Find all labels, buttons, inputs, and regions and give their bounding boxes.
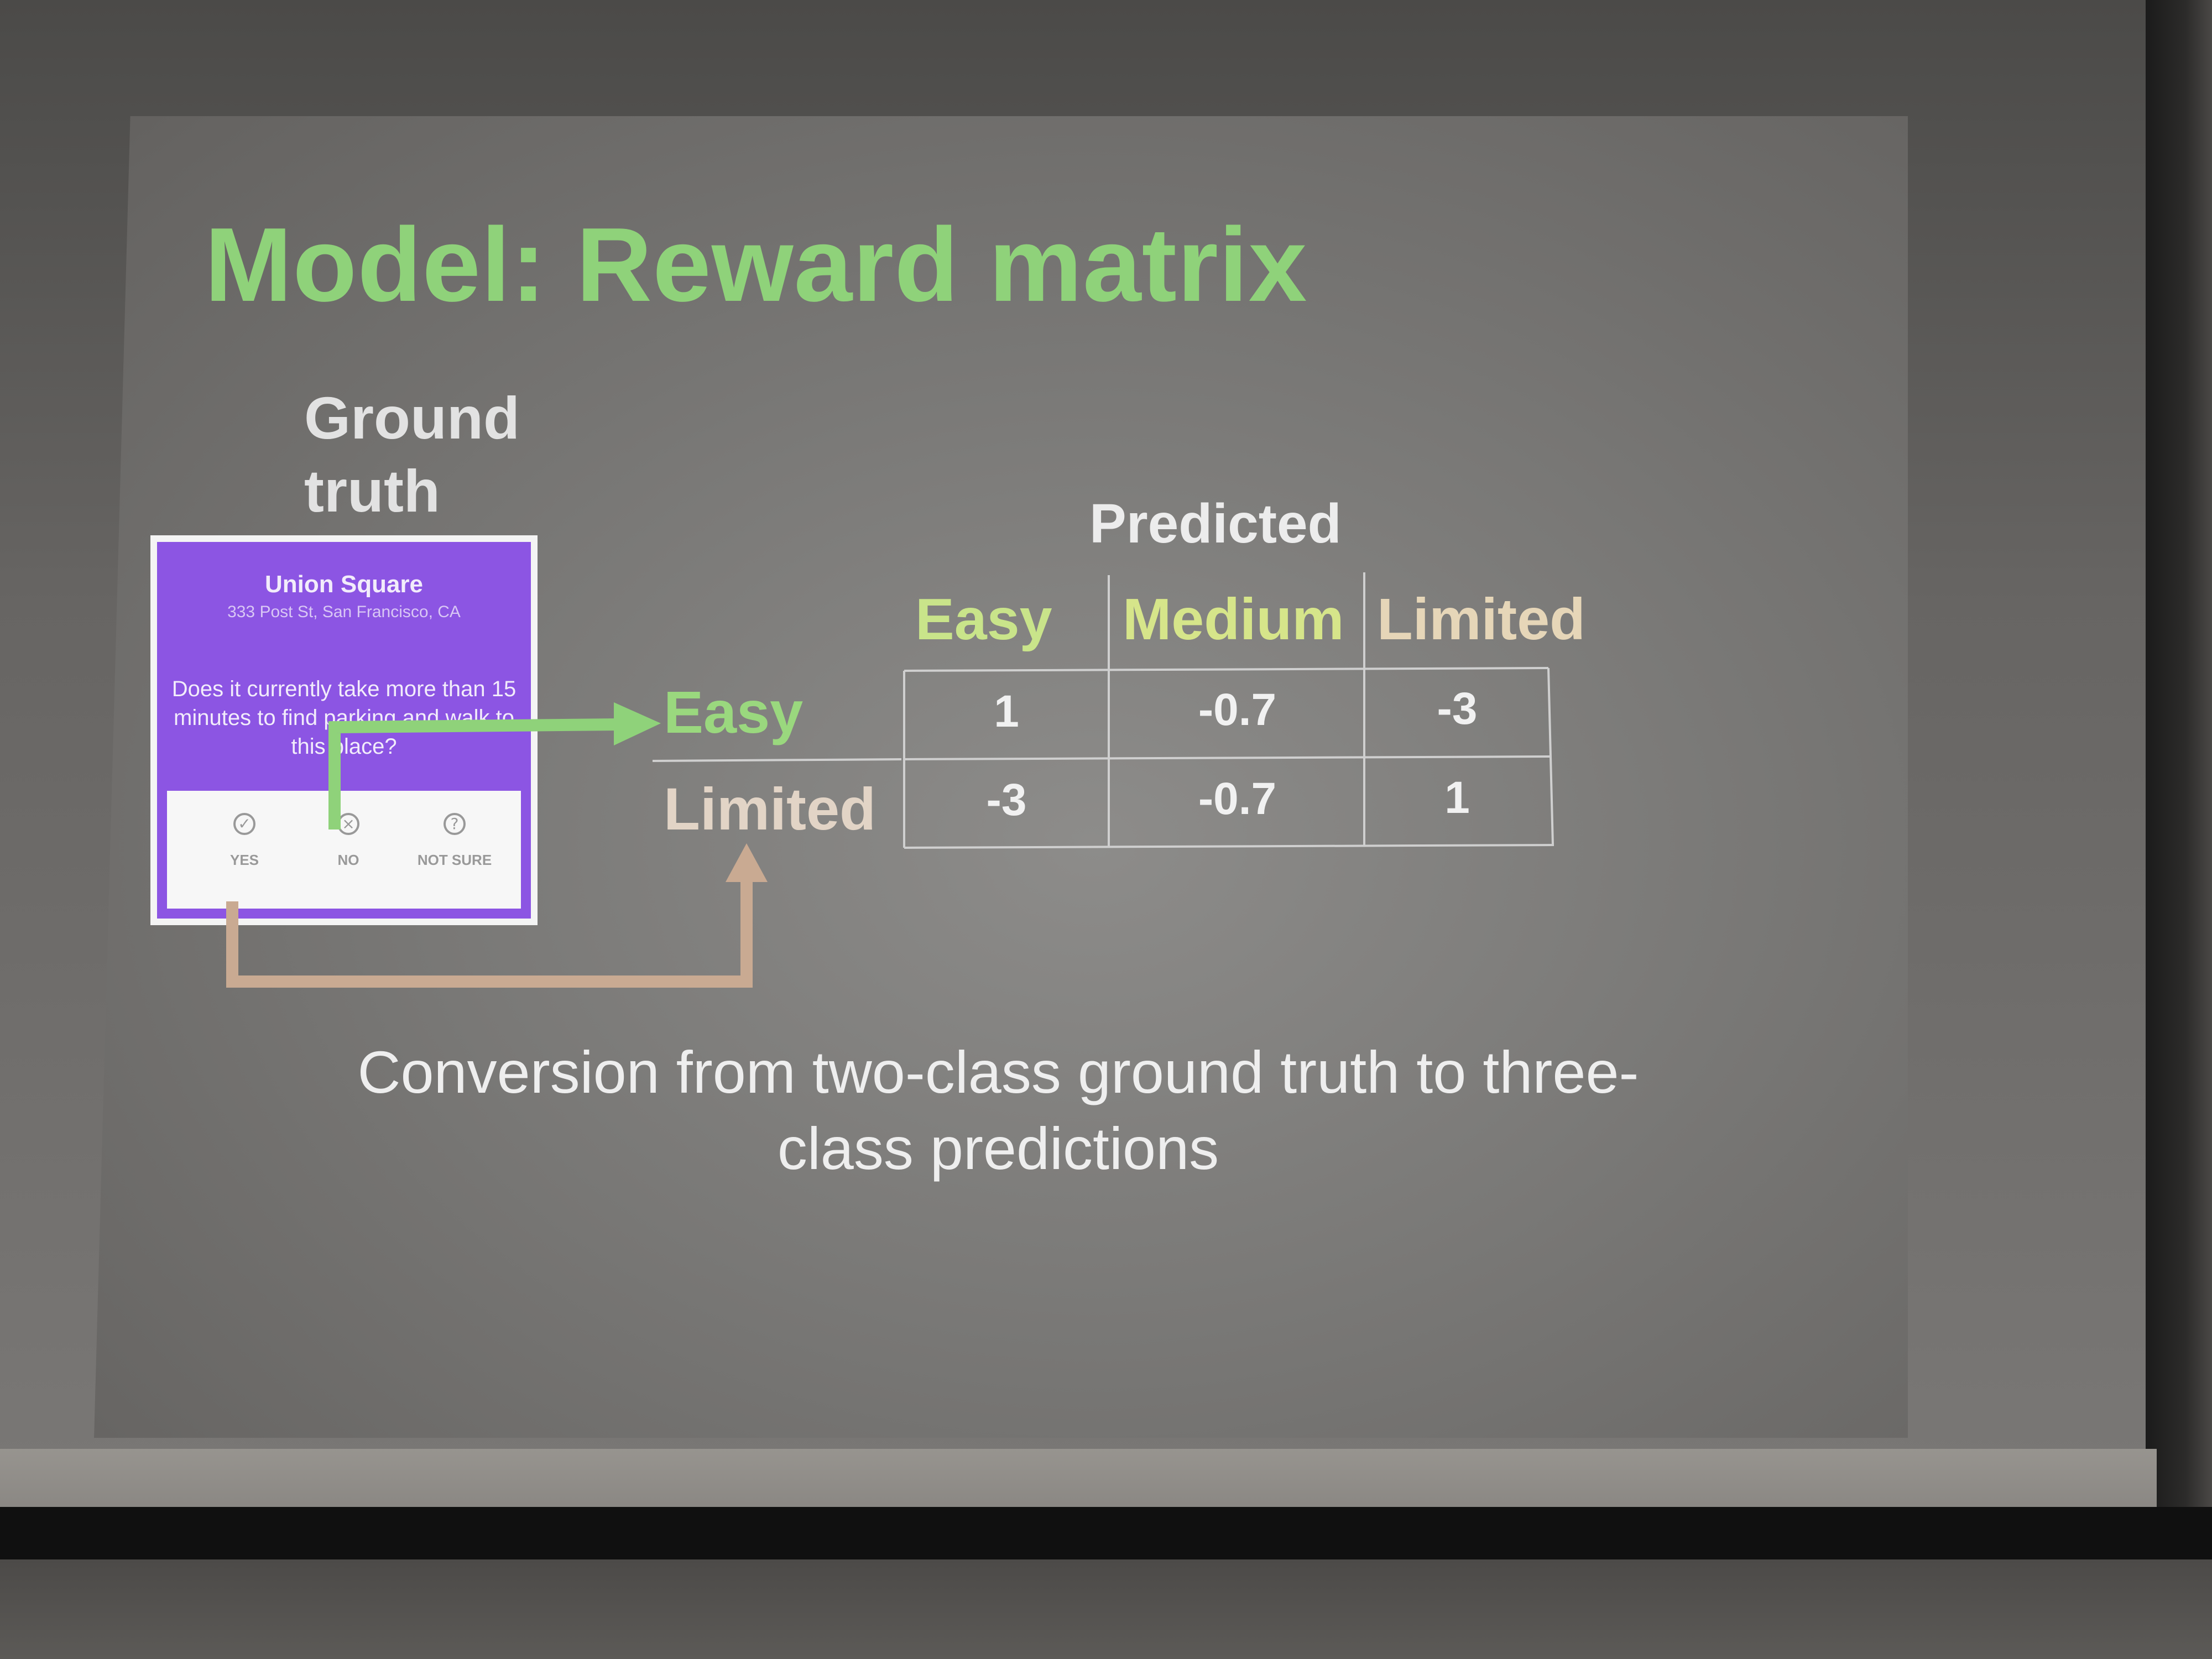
caption-line-1: Conversion from two-class ground truth t… — [357, 1039, 1639, 1105]
matrix-cell: 1 — [994, 686, 1019, 737]
answer-yes-button[interactable]: ✓ YES — [189, 813, 300, 869]
screen-housing — [0, 1507, 2212, 1559]
answer-not-sure-button[interactable]: ? NOT SURE — [399, 813, 510, 869]
answer-options: ✓ YES × NO ? NOT SURE — [157, 791, 531, 919]
ground-truth-label-line-2: truth — [304, 457, 440, 524]
matrix-cell: -3 — [986, 775, 1027, 825]
answer-yes-label: YES — [229, 852, 259, 868]
column-header-medium: Medium — [1123, 587, 1344, 652]
answer-no-label: NO — [337, 852, 359, 868]
row-header-easy: Easy — [664, 679, 804, 745]
place-name: Union Square — [264, 571, 424, 598]
slide-title: Model: Reward matrix — [205, 206, 1308, 324]
matrix-cell: -3 — [1437, 684, 1478, 734]
column-header-easy: Easy — [915, 587, 1052, 652]
caption-line-2: class predictions — [777, 1115, 1219, 1182]
column-header-limited: Limited — [1377, 587, 1585, 652]
matrix-cell: -0.7 — [1198, 774, 1277, 824]
green-arrow — [328, 702, 661, 830]
grid-line — [1547, 667, 1554, 846]
room-wall — [0, 1559, 2212, 1659]
slide-caption: Conversion from two-class ground truth t… — [321, 1034, 1676, 1187]
check-circle-icon: ✓ — [233, 813, 255, 835]
screen-bottom-edge — [0, 1449, 2157, 1510]
screen-frame — [2146, 0, 2212, 1521]
grid-line — [904, 755, 1552, 760]
matrix-cell: -0.7 — [1198, 685, 1277, 735]
matrix-grid — [652, 572, 1554, 849]
predicted-label: Predicted — [1089, 493, 1342, 555]
answer-not-sure-label: NOT SURE — [417, 852, 492, 868]
row-header-limited: Limited — [664, 775, 877, 842]
row-separator — [652, 758, 902, 762]
place-address: 333 Post St, San Francisco, CA — [227, 603, 461, 621]
grid-line — [904, 844, 1554, 849]
matrix-cell: 1 — [1444, 773, 1470, 823]
ground-truth-label-line-1: Ground — [304, 384, 520, 451]
tan-arrow — [226, 843, 768, 988]
grid-line — [904, 667, 1549, 672]
ground-truth-label: Ground truth — [304, 382, 581, 528]
question-circle-icon: ? — [444, 813, 466, 835]
